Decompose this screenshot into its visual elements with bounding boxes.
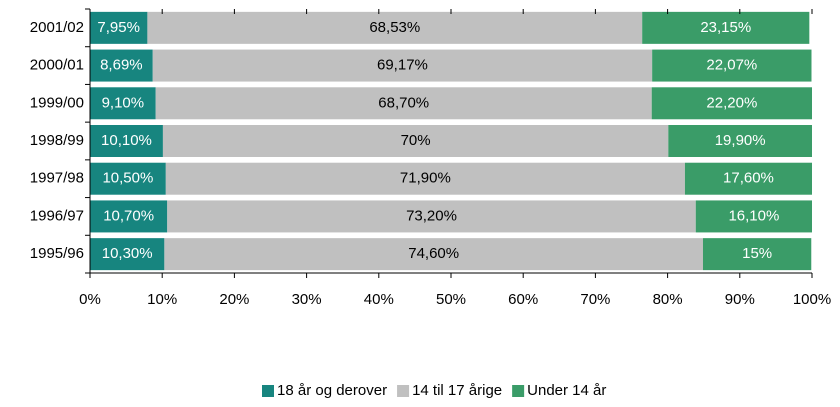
value-label: 19,90% bbox=[715, 132, 766, 149]
bar-segment bbox=[90, 125, 163, 157]
y-tick-label: 1997/98 bbox=[30, 170, 84, 187]
bar-segment bbox=[155, 87, 652, 120]
value-label: 17,60% bbox=[723, 170, 774, 187]
legend-label: 18 år og derover bbox=[277, 382, 387, 399]
legend-swatch bbox=[397, 385, 410, 397]
y-tick-label: 1999/00 bbox=[30, 94, 84, 111]
bar-segment bbox=[651, 87, 812, 120]
value-label: 73,20% bbox=[406, 207, 457, 224]
legend-swatch bbox=[512, 385, 525, 397]
bar-segment bbox=[684, 162, 812, 195]
x-tick-label: 30% bbox=[292, 291, 322, 308]
value-label: 16,10% bbox=[728, 207, 779, 224]
bar-segment bbox=[695, 200, 812, 233]
bar-segment bbox=[90, 200, 168, 233]
legend-label: Under 14 år bbox=[527, 382, 606, 399]
bar-segment bbox=[90, 49, 153, 82]
x-tick-label: 50% bbox=[436, 291, 466, 308]
x-tick-label: 100% bbox=[793, 291, 831, 308]
value-label: 7,95% bbox=[97, 19, 140, 36]
x-tick-label: 90% bbox=[725, 291, 755, 308]
y-tick-label: 1996/97 bbox=[30, 207, 84, 224]
value-label: 22,20% bbox=[706, 94, 757, 111]
value-label: 8,69% bbox=[100, 57, 143, 74]
value-label: 22,07% bbox=[706, 57, 757, 74]
bar-segment bbox=[642, 11, 810, 44]
value-label: 10,30% bbox=[102, 245, 153, 262]
x-tick-label: 20% bbox=[219, 291, 249, 308]
x-tick-label: 80% bbox=[653, 291, 683, 308]
x-tick-label: 10% bbox=[147, 291, 177, 308]
value-label: 10,10% bbox=[101, 132, 152, 149]
value-label: 9,10% bbox=[102, 94, 145, 111]
x-tick-label: 70% bbox=[580, 291, 610, 308]
bar-segment bbox=[164, 238, 703, 271]
bar-segment bbox=[147, 11, 643, 44]
value-label: 23,15% bbox=[700, 19, 751, 36]
x-tick-label: 40% bbox=[364, 291, 394, 308]
x-tick-label: 60% bbox=[508, 291, 538, 308]
value-label: 15% bbox=[742, 245, 772, 262]
value-label: 10,50% bbox=[102, 170, 153, 187]
y-tick-label: 1995/96 bbox=[30, 245, 84, 262]
legend-swatch bbox=[262, 385, 274, 397]
bar-segment bbox=[702, 238, 812, 271]
value-label: 68,53% bbox=[369, 19, 420, 36]
x-tick-label: 0% bbox=[79, 291, 101, 308]
bar-segment bbox=[90, 162, 166, 195]
bar-segment bbox=[152, 49, 653, 82]
bar-segment bbox=[167, 200, 696, 233]
y-tick-label: 2001/02 bbox=[30, 19, 84, 36]
value-label: 68,70% bbox=[378, 94, 429, 111]
bar-segment bbox=[162, 125, 669, 157]
bar-segment bbox=[668, 125, 812, 157]
bar-segment bbox=[652, 49, 812, 82]
y-tick-label: 2000/01 bbox=[30, 57, 84, 74]
value-label: 10,70% bbox=[103, 207, 154, 224]
legend-label: 14 til 17 årige bbox=[412, 382, 502, 399]
bar-segment bbox=[90, 11, 148, 44]
value-label: 69,17% bbox=[377, 57, 428, 74]
value-label: 70% bbox=[401, 132, 431, 149]
value-label: 74,60% bbox=[408, 245, 459, 262]
value-label: 71,90% bbox=[400, 170, 451, 187]
bar-segment bbox=[165, 162, 685, 195]
y-tick-label: 1998/99 bbox=[30, 132, 84, 149]
bar-segment bbox=[90, 238, 165, 271]
bar-segment bbox=[90, 87, 156, 120]
